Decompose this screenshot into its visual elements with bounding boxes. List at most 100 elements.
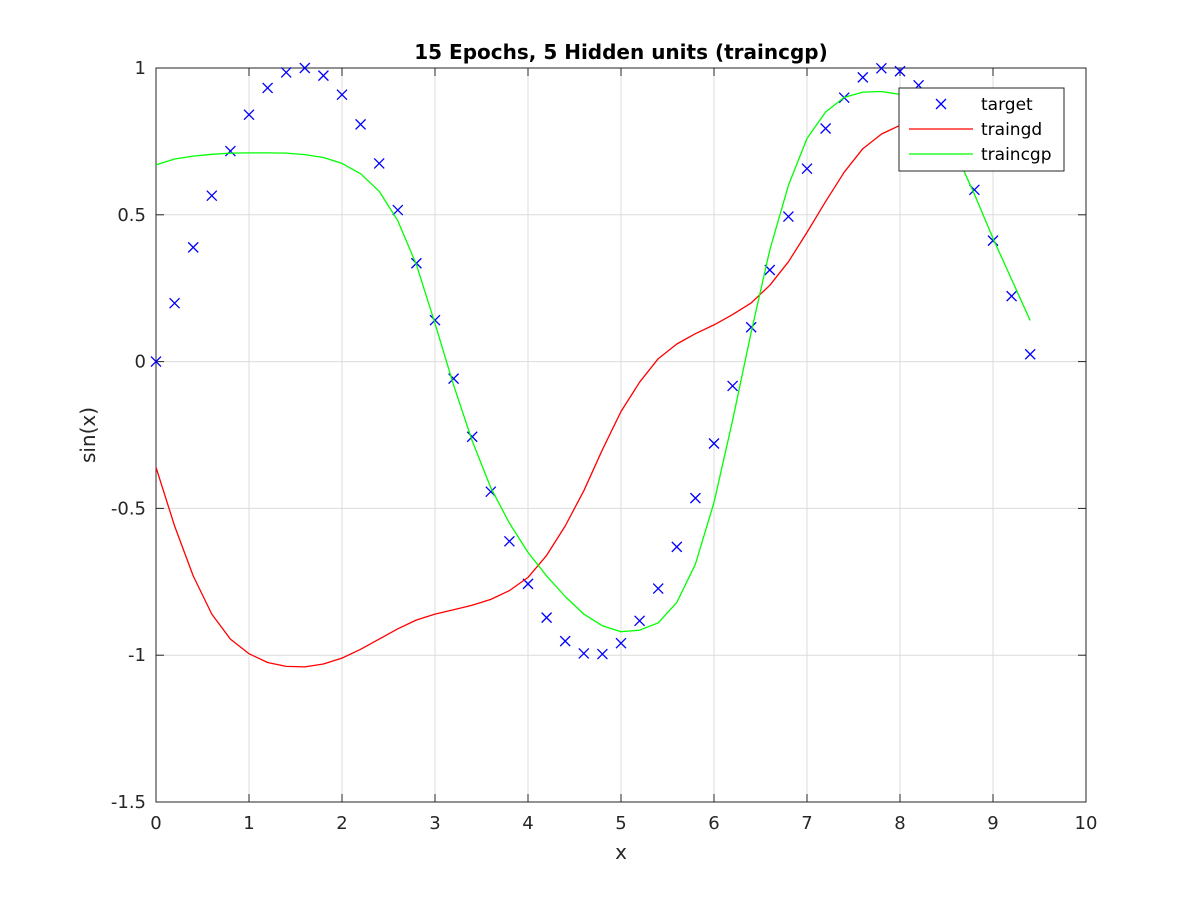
marker-stroke <box>615 637 627 649</box>
series-line-traincgp <box>155 90 1031 633</box>
marker-stroke <box>708 438 720 449</box>
marker-stroke <box>206 190 218 202</box>
marker-stroke <box>652 583 664 595</box>
data-point-target <box>1006 290 1018 302</box>
marker-stroke <box>801 163 813 175</box>
marker-stroke <box>596 648 608 660</box>
series-target <box>150 62 1036 660</box>
marker-stroke <box>1006 290 1018 302</box>
marker-stroke <box>355 118 367 130</box>
marker-stroke <box>187 241 199 253</box>
chart-title: 15 Epochs, 5 Hidden units (traincgp) <box>414 40 828 64</box>
data-point-target <box>429 314 441 326</box>
data-point-target <box>894 65 906 77</box>
data-point-target <box>875 62 887 74</box>
axis-ticks: 0 1 2 3 4 5 6 7 8 9 10 -1.5 -1 -0.5 0 0.5 1 <box>111 58 1098 834</box>
marker-stroke <box>820 123 832 134</box>
marker-stroke <box>935 98 947 110</box>
data-point-target <box>317 70 329 82</box>
x-tick-label: 1 <box>243 813 254 834</box>
y-tick-label: -1 <box>128 645 146 666</box>
data-point-target <box>541 612 553 624</box>
data-point-target <box>634 615 646 627</box>
data-point-target <box>280 66 292 78</box>
x-tick-label: 8 <box>894 813 905 834</box>
marker-stroke <box>373 157 385 169</box>
x-tick-label: 3 <box>429 813 440 834</box>
data-point-target <box>224 145 236 157</box>
marker-stroke <box>169 297 181 309</box>
legend-label: target <box>981 95 1033 115</box>
marker-stroke <box>875 62 887 74</box>
legend-box <box>898 87 1065 172</box>
marker-stroke <box>150 356 162 368</box>
data-point-target <box>727 380 739 392</box>
legend-marker <box>935 98 947 110</box>
legend-entry-traingd: traingd <box>909 120 1042 140</box>
data-point-target <box>206 190 218 202</box>
data-point-target <box>708 438 720 449</box>
marker-stroke <box>559 635 571 647</box>
y-tick-label: -1.5 <box>111 792 146 813</box>
x-tick-label: 10 <box>1075 813 1098 834</box>
marker-stroke <box>466 431 478 443</box>
marker-stroke <box>894 65 906 77</box>
data-point-target <box>150 356 162 368</box>
data-point-target <box>336 89 348 101</box>
data-point-target <box>596 648 608 660</box>
data-point-target <box>782 211 794 223</box>
x-tick-label: 5 <box>615 813 626 834</box>
marker-stroke <box>243 109 255 121</box>
marker-stroke <box>280 66 292 78</box>
marker-stroke <box>429 314 441 326</box>
legend: target traingd traincgp <box>898 87 1065 172</box>
data-point-target <box>801 163 813 175</box>
marker-stroke <box>336 89 348 101</box>
data-point-target <box>243 109 255 121</box>
legend-label: traingd <box>981 120 1042 140</box>
series-line-traingd <box>155 120 1031 668</box>
y-tick-label: 0.5 <box>117 205 146 226</box>
x-tick-label: 0 <box>150 813 161 834</box>
data-point-target <box>559 635 571 647</box>
marker-stroke <box>485 486 497 498</box>
marker-stroke <box>448 373 460 385</box>
data-point-target <box>689 492 701 504</box>
marker-stroke <box>299 62 311 74</box>
marker-stroke <box>745 321 757 333</box>
y-tick-label: -0.5 <box>111 498 146 519</box>
data-point-target <box>299 62 311 74</box>
marker-stroke <box>689 492 701 504</box>
marker-stroke <box>1024 348 1036 360</box>
data-point-target <box>615 637 627 649</box>
marker-stroke <box>392 204 404 216</box>
data-point-target <box>187 241 199 253</box>
marker-stroke <box>522 578 534 590</box>
legend-items: target traingd traincgp <box>909 95 1052 165</box>
x-tick-label: 2 <box>336 813 347 834</box>
data-point-target <box>262 82 274 94</box>
data-point-target <box>857 71 869 83</box>
marker-stroke <box>634 615 646 627</box>
x-tick-label: 4 <box>522 813 533 834</box>
marker-stroke <box>541 612 553 624</box>
data-point-target <box>466 431 478 443</box>
marker-stroke <box>857 71 869 83</box>
marker-stroke <box>262 82 274 94</box>
y-axis-label: sin(x) <box>76 407 100 463</box>
marker-stroke <box>764 264 776 276</box>
data-point-target <box>373 157 385 169</box>
legend-entry-traincgp: traincgp <box>909 145 1052 165</box>
marker-stroke <box>987 235 999 247</box>
x-tick-label: 9 <box>987 813 998 834</box>
marker-stroke <box>727 380 739 392</box>
data-point-target <box>820 123 832 134</box>
marker-stroke <box>578 647 590 659</box>
data-point-target <box>355 118 367 130</box>
data-point-target <box>1024 348 1036 360</box>
marker-stroke <box>782 211 794 223</box>
legend-entry-target: target <box>935 95 1033 115</box>
x-axis-label: x <box>615 840 627 864</box>
data-point-target <box>392 204 404 216</box>
series-traincgp <box>155 90 1031 633</box>
